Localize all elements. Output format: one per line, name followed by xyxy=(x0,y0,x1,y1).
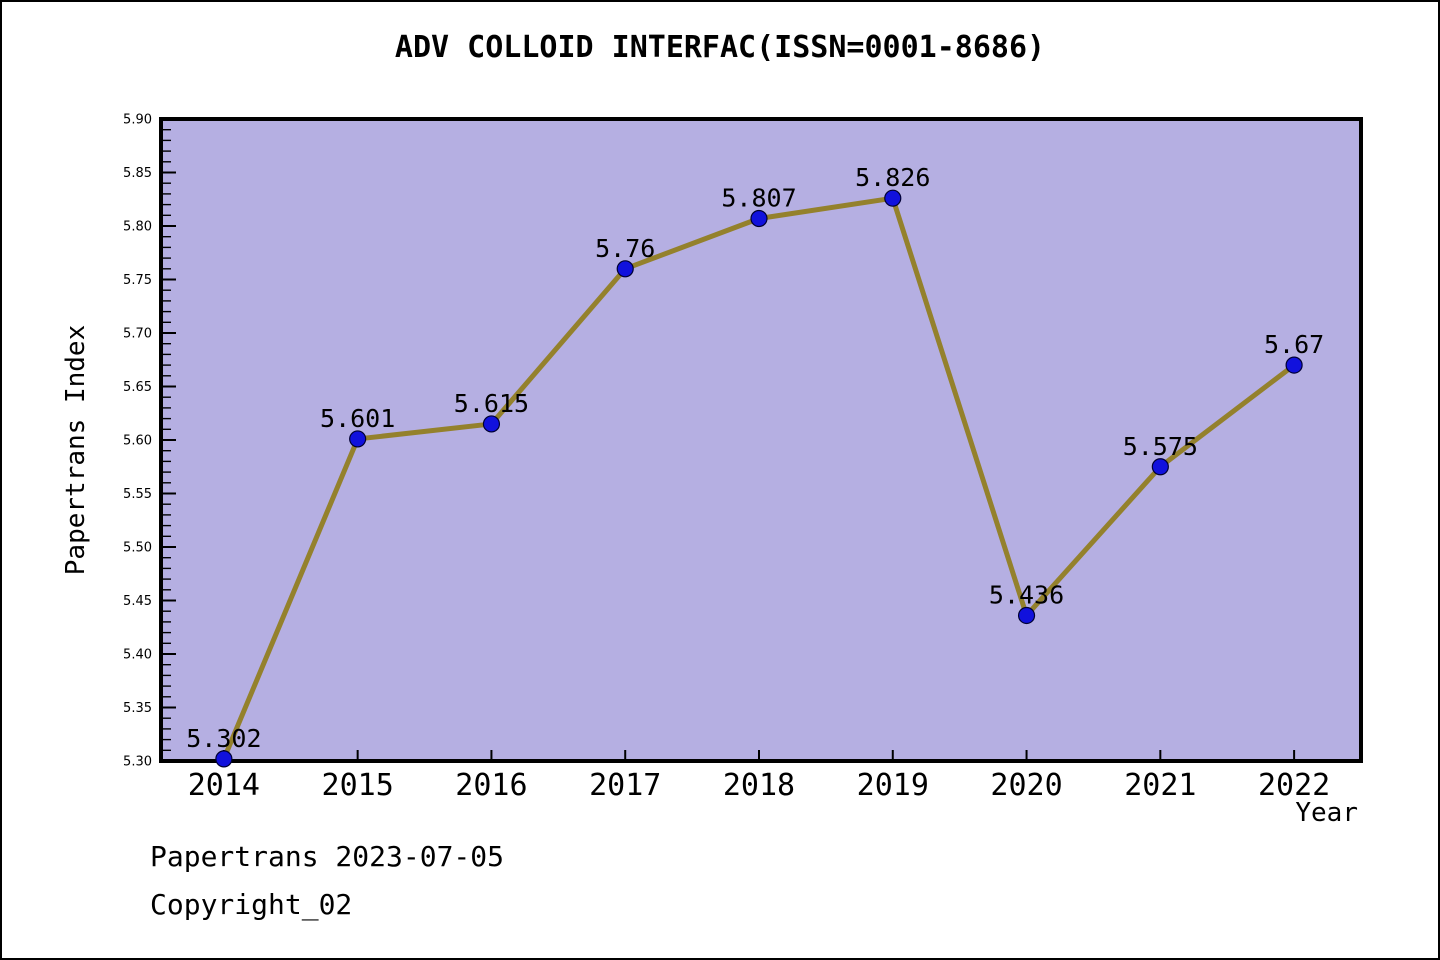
y-tick-label: 5.30 xyxy=(123,755,152,770)
footer-copyright: Copyright_02 xyxy=(150,888,353,921)
point-label: 5.807 xyxy=(721,184,796,213)
x-tick-label: 2020 xyxy=(990,768,1062,803)
point-label: 5.575 xyxy=(1123,432,1198,461)
point-label: 5.436 xyxy=(989,580,1064,609)
data-point xyxy=(215,750,233,768)
data-point xyxy=(616,260,634,278)
point-label: 5.67 xyxy=(1264,330,1324,359)
y-tick-label: 5.40 xyxy=(123,648,152,663)
x-tick-label: 2018 xyxy=(723,768,795,803)
point-label: 5.601 xyxy=(320,404,395,433)
x-tick-label: 2022 xyxy=(1258,768,1330,803)
y-tick-label: 5.75 xyxy=(123,273,152,288)
x-tick-label: 2016 xyxy=(455,768,527,803)
chart-title: ADV COLLOID INTERFAC(ISSN=0001-8686) xyxy=(394,30,1046,65)
data-point xyxy=(750,209,768,228)
y-tick-label: 5.60 xyxy=(123,434,152,449)
y-tick-label: 5.50 xyxy=(123,541,152,556)
y-axis-label: Papertrans Index xyxy=(61,324,91,576)
y-tick-label: 5.35 xyxy=(123,701,152,716)
data-point xyxy=(884,189,902,207)
y-tick-label: 5.45 xyxy=(123,594,152,609)
data-point xyxy=(1017,606,1036,625)
x-tick-label: 2015 xyxy=(322,768,394,803)
y-tick-label: 5.70 xyxy=(123,327,152,342)
y-tick-label: 5.80 xyxy=(123,220,152,235)
point-label: 5.826 xyxy=(855,163,930,192)
point-label: 5.76 xyxy=(595,234,655,263)
x-tick-label: 2017 xyxy=(589,768,661,803)
x-tick-label: 2019 xyxy=(857,768,929,803)
point-label: 5.302 xyxy=(186,724,261,753)
x-axis-label: Year xyxy=(1295,798,1358,828)
data-point xyxy=(482,415,501,433)
y-tick-label: 5.55 xyxy=(123,487,152,502)
x-tick-label: 2021 xyxy=(1124,768,1196,803)
data-point xyxy=(1285,356,1303,374)
y-tick-label: 5.65 xyxy=(123,380,152,395)
plot-border xyxy=(159,117,1363,763)
point-label: 5.615 xyxy=(454,389,529,418)
x-tick-label: 2014 xyxy=(188,768,260,803)
data-point xyxy=(1151,458,1169,476)
footer-source-date: Papertrans 2023-07-05 xyxy=(150,840,505,873)
y-tick-label: 5.90 xyxy=(123,113,152,128)
y-tick-label: 5.85 xyxy=(123,166,152,181)
data-point xyxy=(349,430,367,448)
